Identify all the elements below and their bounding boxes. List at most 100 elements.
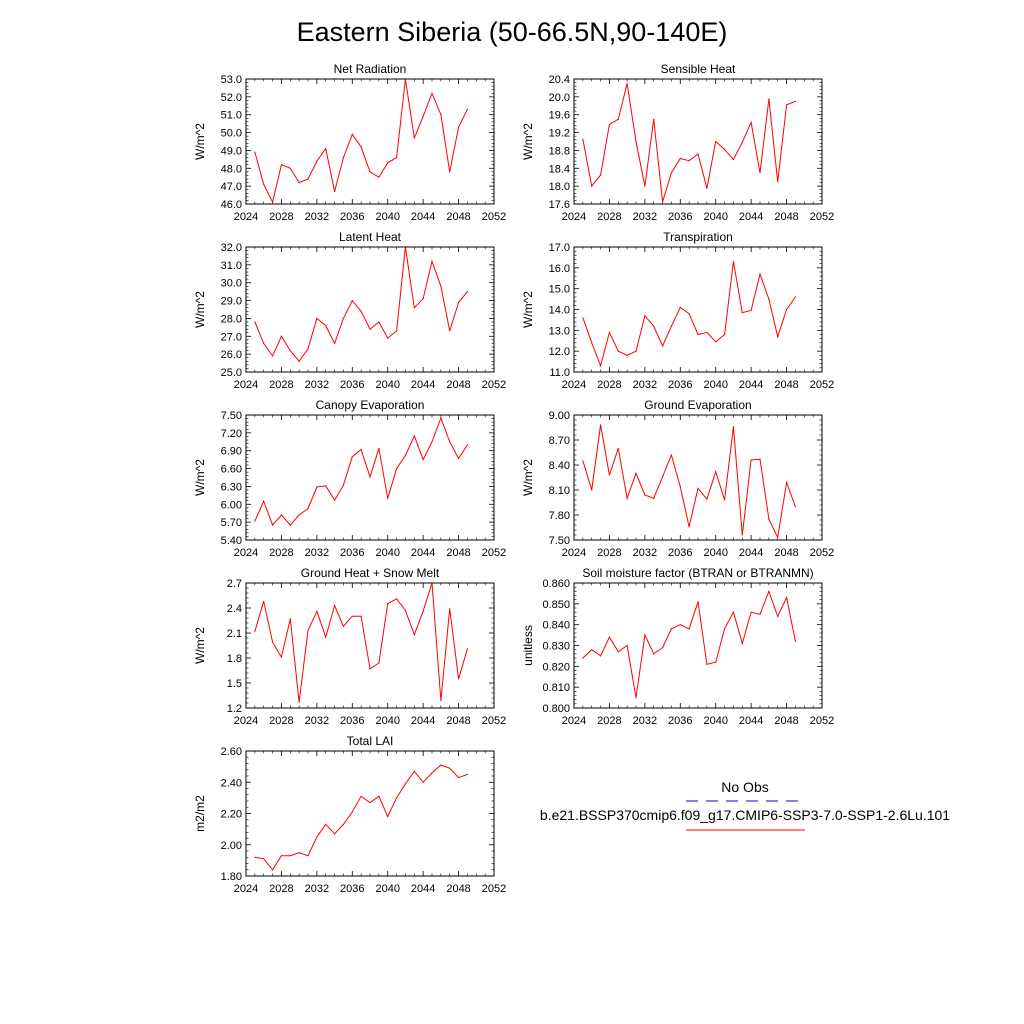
data-point: [777, 615, 779, 617]
x-tick-label: 2028: [269, 883, 293, 895]
data-point: [307, 178, 309, 180]
data-point: [785, 104, 788, 106]
y-tick-label: 7.50: [549, 535, 570, 547]
y-tick-label: 5.70: [221, 517, 242, 529]
data-point: [325, 148, 327, 150]
y-tick-label: 29.0: [221, 296, 242, 308]
data-point: [582, 138, 584, 140]
data-point: [422, 610, 424, 612]
figure-title: Eastern Siberia (50-66.5N,90-140E): [297, 17, 728, 47]
data-point: [378, 795, 380, 797]
panels: Net Radiation W/m^2 2024 2028 2032 2036 2040 20…: [193, 62, 834, 895]
x-tick-label: 2024: [562, 379, 586, 391]
data-point: [440, 699, 442, 702]
series-line: [254, 416, 468, 527]
data-point: [333, 833, 336, 835]
data-point: [582, 317, 584, 319]
y-tick-label: 1.5: [227, 678, 242, 690]
data-point: [395, 598, 398, 600]
panel-soil-moisture-factor-btran-or-btranmn: Soil moisture factor (BTRAN or BTRANMN) u…: [521, 566, 834, 727]
data-point: [794, 640, 797, 642]
x-tick-label: 2052: [810, 547, 834, 559]
data-point: [591, 342, 593, 344]
data-point: [741, 312, 743, 314]
y-tick-label: 2.40: [221, 777, 242, 789]
x-tick-label: 2032: [305, 883, 329, 895]
x-tick-label: 2044: [411, 211, 435, 223]
x-tick-label: 2024: [562, 547, 586, 559]
x-tick-label: 2036: [340, 211, 364, 223]
data-point: [794, 100, 797, 102]
data-point: [413, 137, 415, 139]
x-tick-label: 2044: [411, 379, 435, 391]
x-tick-label: 2024: [562, 211, 586, 223]
data-point: [697, 601, 699, 603]
data-point: [413, 435, 415, 437]
y-tick-label: 7.20: [221, 428, 242, 440]
data-point: [280, 335, 283, 337]
data-point: [582, 460, 584, 462]
data-point: [440, 114, 442, 116]
data-point: [422, 459, 424, 461]
x-tick-label: 2044: [739, 715, 763, 727]
data-point: [342, 625, 345, 627]
data-point: [785, 596, 788, 599]
data-point: [626, 354, 628, 356]
x-tick-label: 2028: [269, 547, 293, 559]
data-point: [387, 603, 389, 605]
data-point: [608, 474, 611, 476]
x-tick-label: 2028: [597, 715, 621, 727]
data-point: [263, 342, 265, 345]
data-point: [661, 476, 664, 478]
data-point: [298, 181, 300, 184]
data-point: [333, 499, 336, 501]
y-tick-label: 0.830: [542, 641, 570, 653]
data-point: [759, 172, 761, 174]
data-point: [466, 444, 469, 446]
data-point: [732, 158, 735, 160]
data-point: [591, 649, 593, 651]
x-tick-label: 2040: [703, 547, 727, 559]
y-tick-label: 6.30: [221, 481, 242, 493]
x-tick-label: 2032: [633, 379, 657, 391]
y-axis-label: W/m^2: [521, 123, 535, 160]
x-tick-label: 2052: [482, 715, 506, 727]
plot-frame: [245, 78, 495, 205]
panel-ground-evaporation: Ground Evaporation W/m^2 2024 2028 2032 2036 2…: [521, 398, 834, 559]
data-point: [768, 298, 770, 300]
data-point: [741, 642, 743, 645]
data-point: [768, 518, 770, 520]
data-point: [413, 307, 415, 309]
x-tick-label: 2040: [703, 715, 727, 727]
data-point: [635, 472, 637, 474]
x-tick-label: 2024: [562, 715, 586, 727]
x-tick-label: 2036: [340, 547, 364, 559]
data-point: [378, 662, 380, 664]
data-point: [723, 628, 726, 630]
x-tick-label: 2052: [482, 379, 506, 391]
data-point: [254, 856, 256, 858]
x-tick-label: 2036: [668, 379, 692, 391]
data-point: [422, 298, 424, 300]
y-tick-label: 18.0: [549, 181, 570, 193]
data-point: [431, 772, 433, 774]
data-point: [661, 201, 664, 203]
plot-frame: [573, 246, 823, 373]
data-point: [369, 171, 371, 173]
series-line: [254, 582, 468, 703]
data-point: [404, 783, 407, 785]
data-point: [608, 331, 611, 334]
data-point: [723, 499, 726, 501]
y-tick-label: 7.80: [549, 510, 570, 522]
data-point: [644, 185, 646, 187]
y-tick-label: 7.50: [221, 410, 242, 422]
data-point: [670, 454, 673, 456]
series-line: [582, 83, 796, 202]
y-tick-label: 0.860: [542, 578, 570, 590]
data-point: [457, 126, 460, 128]
x-tick-label: 2032: [633, 715, 657, 727]
data-point: [395, 330, 398, 332]
data-point: [325, 485, 327, 487]
plot-frame: [245, 750, 495, 877]
data-point: [777, 335, 779, 338]
